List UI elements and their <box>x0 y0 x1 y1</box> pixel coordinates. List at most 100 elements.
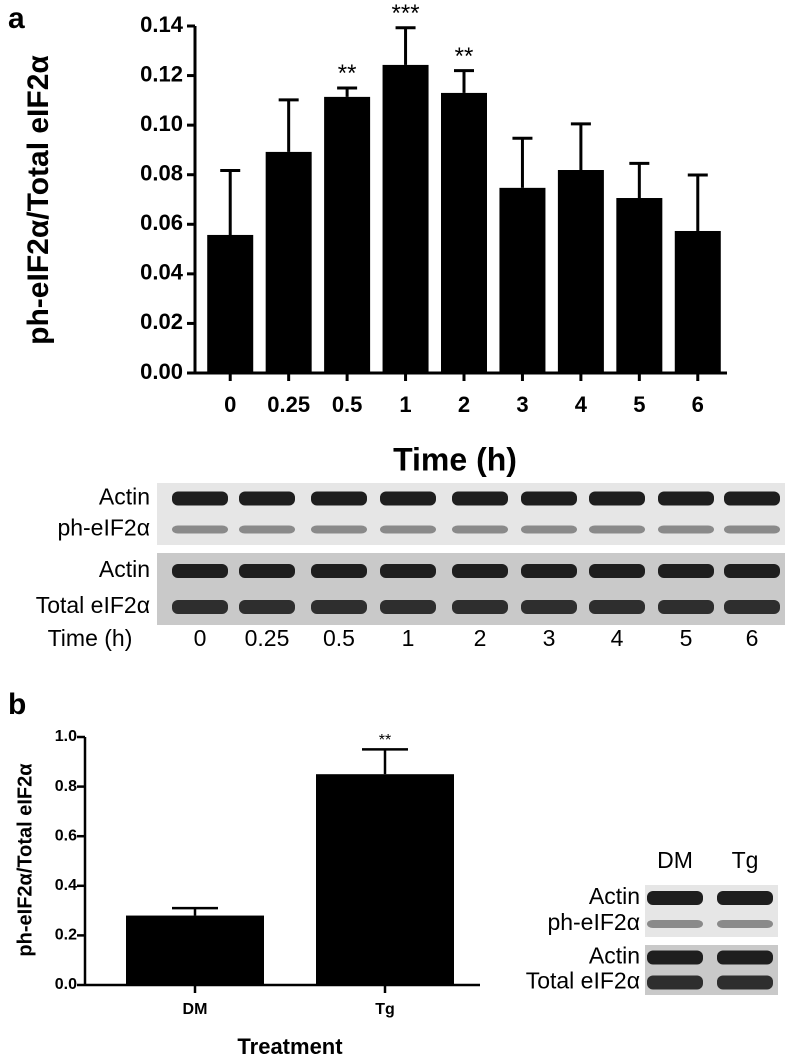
bar <box>207 234 254 373</box>
blot-band <box>658 564 714 578</box>
blot-band <box>521 525 577 534</box>
blot-row-label: Total eIF2α <box>36 592 150 618</box>
blot-band <box>717 975 773 990</box>
error-bar <box>362 748 408 775</box>
blot-band <box>452 600 508 614</box>
blot-band <box>311 525 367 534</box>
error-bar <box>687 173 708 231</box>
y-tick-label: 0.4 <box>55 877 77 894</box>
blot-band <box>717 920 773 928</box>
blot-band <box>647 975 703 990</box>
y-tick-label: 0.12 <box>140 61 183 86</box>
blot-band <box>311 600 367 614</box>
lane-label: 5 <box>680 625 693 651</box>
lane-label: 1 <box>402 625 415 651</box>
x-axis-label: Time (h) <box>393 441 517 477</box>
error-bar <box>512 136 533 188</box>
blot-band <box>172 600 228 614</box>
x-tick-label: 0.5 <box>332 392 363 417</box>
blot-band <box>239 600 295 614</box>
lane-label: DM <box>657 847 693 873</box>
error-bar <box>337 86 358 97</box>
y-tick-label: 0.04 <box>140 260 184 285</box>
error-bar <box>570 122 591 171</box>
blot-band <box>311 491 367 506</box>
lane-label: 0 <box>194 625 207 651</box>
blot-band <box>452 525 508 534</box>
significance-label: ** <box>455 43 474 70</box>
blot-band <box>521 600 577 614</box>
blot-row-label: Actin <box>99 484 150 510</box>
y-tick-label: 0.08 <box>140 161 183 186</box>
y-tick-label: 1.0 <box>55 728 77 745</box>
blot-band <box>311 564 367 578</box>
y-tick-label: 0.02 <box>140 309 183 334</box>
lane-label: 0.25 <box>245 625 290 651</box>
bar <box>557 170 604 373</box>
bar <box>265 151 312 373</box>
blot-band <box>647 950 703 965</box>
error-bar <box>278 98 299 152</box>
blot-row-label: Actin <box>589 883 640 909</box>
bar <box>674 230 721 373</box>
blot-band <box>589 525 645 534</box>
y-tick-label: 0.06 <box>140 210 183 235</box>
blot-band <box>724 564 780 578</box>
blot-band <box>724 491 780 506</box>
y-tick-label: 0.8 <box>55 778 77 795</box>
blot-band <box>717 950 773 965</box>
blot-band <box>717 891 773 905</box>
error-bar <box>172 906 218 916</box>
blot-band <box>172 525 228 534</box>
blot-row-label: Total eIF2α <box>526 968 640 994</box>
blot-band <box>521 564 577 578</box>
error-bar <box>395 26 416 65</box>
blot-band <box>239 491 295 506</box>
blot-band <box>172 491 228 506</box>
blot-band <box>647 920 703 928</box>
bar <box>126 915 264 985</box>
significance-label: ** <box>338 60 357 87</box>
blot-band <box>589 564 645 578</box>
panel-label: a <box>8 2 25 35</box>
blot-band <box>452 564 508 578</box>
lane-label: 0.5 <box>323 625 355 651</box>
blot-band <box>658 491 714 506</box>
blot-band <box>239 525 295 534</box>
blot-row-label: ph-eIF2α <box>547 909 640 935</box>
blot-band <box>380 525 436 534</box>
significance-label: ** <box>379 732 391 749</box>
x-tick-label: 5 <box>633 392 645 417</box>
bar <box>324 96 371 373</box>
y-tick-label: 0.00 <box>140 359 183 384</box>
blot-band <box>172 564 228 578</box>
lane-label: 4 <box>611 625 624 651</box>
lane-label: 2 <box>474 625 487 651</box>
blot-row-label: Actin <box>589 943 640 969</box>
x-tick-label: 0.25 <box>267 392 310 417</box>
x-tick-label: 0 <box>224 392 236 417</box>
blot-row-label: ph-eIF2α <box>57 515 150 541</box>
y-tick-label: 0.0 <box>55 976 77 993</box>
x-tick-label: 3 <box>516 392 528 417</box>
x-tick-label: Tg <box>375 1001 395 1018</box>
lane-label: 6 <box>746 625 759 651</box>
blot-band <box>380 491 436 506</box>
bar <box>316 774 454 985</box>
lane-label: 3 <box>543 625 556 651</box>
error-bar <box>220 169 241 235</box>
y-tick-label: 0.10 <box>140 111 183 136</box>
blot-band <box>658 600 714 614</box>
blot-row-label: Actin <box>99 556 150 582</box>
blot-band <box>589 491 645 506</box>
x-axis-label: Treatment <box>237 1034 343 1059</box>
y-axis-label: ph-eIF2α/Total eIF2α <box>14 763 36 957</box>
blot-band <box>647 891 703 905</box>
blot-band <box>380 564 436 578</box>
x-tick-label: 4 <box>575 392 588 417</box>
y-tick-label: 0.2 <box>55 927 77 944</box>
blot-band <box>521 491 577 506</box>
blot-band <box>658 525 714 534</box>
lane-label: Tg <box>732 847 759 873</box>
